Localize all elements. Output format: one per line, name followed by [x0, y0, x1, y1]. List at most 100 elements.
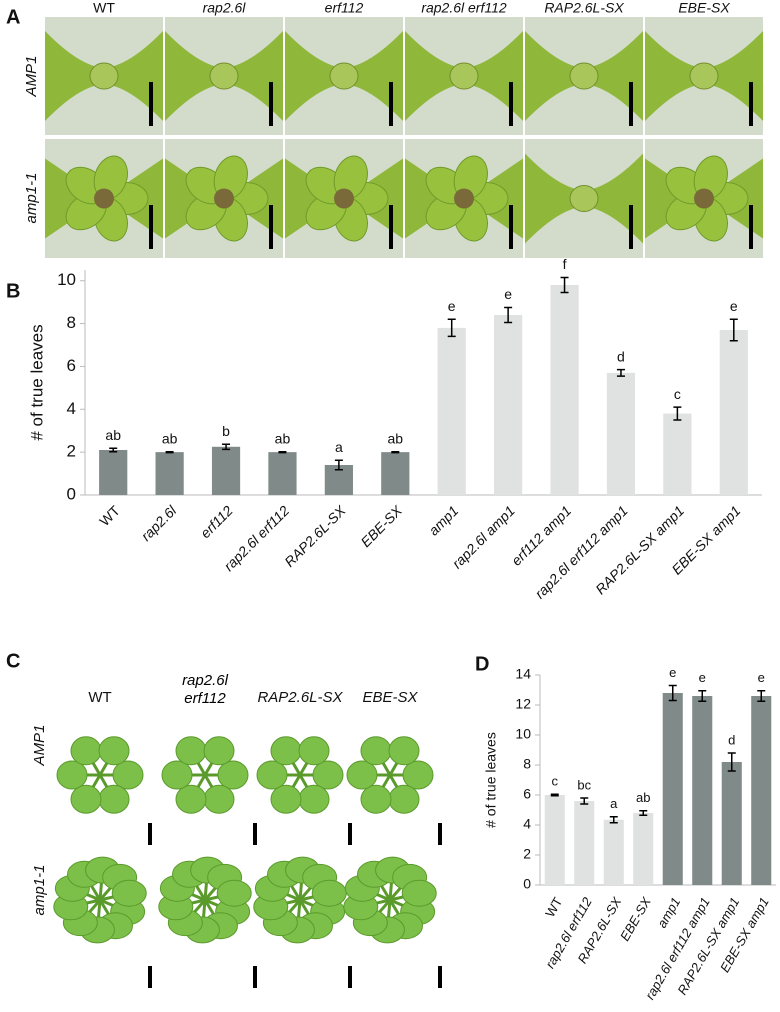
meristem	[94, 188, 114, 209]
meristem	[214, 188, 234, 209]
row-label: AMP1	[31, 725, 48, 767]
significance-letter: d	[617, 348, 625, 364]
error-bar	[334, 459, 343, 471]
x-tick-label: erf112	[197, 502, 236, 541]
bar	[155, 452, 184, 495]
row-label: amp1-1	[31, 865, 48, 916]
bar	[550, 285, 579, 495]
bar	[603, 819, 624, 885]
significance-letter: f	[563, 256, 567, 272]
bar	[437, 327, 466, 495]
bar	[268, 452, 297, 495]
leaf	[312, 760, 344, 790]
y-tick-label: 6	[67, 356, 76, 375]
scale-bar	[389, 82, 393, 126]
error-bar	[639, 810, 648, 816]
leaf	[98, 736, 130, 766]
leaf	[216, 879, 252, 907]
y-tick-label: 12	[515, 696, 531, 712]
leaf	[270, 784, 302, 814]
x-tick-label: EBE-SX	[357, 502, 405, 550]
y-axis-label: # of true leaves	[483, 732, 499, 828]
scale-bar	[438, 823, 442, 845]
scale-bar	[269, 205, 273, 249]
scale-bar	[149, 205, 153, 249]
error-bar	[616, 368, 625, 377]
y-tick-label: 10	[515, 726, 531, 742]
column-header: WT	[88, 689, 111, 706]
scale-bar	[509, 205, 513, 249]
leaf	[402, 760, 434, 790]
bar	[211, 446, 241, 495]
leaf	[56, 760, 88, 790]
y-tick-label: 2	[67, 442, 76, 461]
column-header: WT	[93, 0, 115, 16]
significance-letter: ab	[162, 430, 178, 446]
y-tick-label: 0	[523, 876, 531, 892]
bar	[544, 795, 565, 885]
bar	[719, 330, 748, 495]
significance-letter: ab	[636, 790, 650, 805]
bar	[494, 315, 523, 495]
bar	[662, 693, 683, 885]
x-tick-label: amp1	[654, 895, 683, 931]
significance-letter: c	[674, 386, 681, 402]
x-tick-label: EBE-SX	[617, 894, 654, 944]
significance-letter: bc	[577, 777, 591, 792]
meristem	[89, 62, 119, 90]
leaf	[203, 784, 235, 814]
error-bar	[757, 690, 766, 702]
leaf	[298, 736, 330, 766]
y-axis-label: # of true leaves	[27, 324, 46, 440]
bar	[663, 413, 692, 495]
significance-letter: c	[552, 774, 559, 789]
leaf	[111, 879, 147, 907]
scale-bar	[629, 82, 633, 126]
bar	[99, 450, 128, 495]
error-bar	[550, 793, 559, 797]
column-header: RAP2.6L-SX	[544, 0, 624, 16]
leaf	[270, 736, 302, 766]
scale-bar	[148, 966, 152, 988]
y-tick-label: 4	[67, 399, 76, 418]
x-tick-label: WT	[96, 502, 123, 529]
leaf	[203, 736, 235, 766]
error-bar	[609, 816, 618, 824]
scale-bar	[749, 82, 753, 126]
bar	[606, 372, 636, 495]
error-bar	[727, 752, 736, 772]
significance-letter: a	[610, 796, 618, 811]
panel-label: D	[475, 653, 489, 675]
significance-letter: ab	[388, 430, 404, 446]
significance-letter: ab	[105, 427, 121, 443]
significance-letter: a	[335, 439, 343, 455]
y-tick-label: 8	[67, 313, 76, 332]
x-tick-label: rap2.6l	[138, 502, 180, 544]
scale-bar	[348, 823, 352, 845]
scale-bar	[438, 966, 442, 988]
panel-label: A	[6, 6, 20, 28]
y-tick-label: 10	[57, 270, 76, 289]
scale-bar	[389, 205, 393, 249]
panel-label: B	[6, 280, 20, 302]
scale-bar	[253, 966, 257, 988]
error-bar	[504, 306, 513, 324]
leaf	[175, 784, 207, 814]
leaf	[311, 879, 347, 907]
scale-bar	[509, 82, 513, 126]
y-tick-label: 6	[523, 786, 531, 802]
leaf	[98, 784, 130, 814]
leaf	[388, 784, 420, 814]
row-label: amp1-1	[23, 173, 40, 224]
y-tick-label: 2	[523, 846, 531, 862]
error-bar	[668, 684, 677, 702]
row-label: AMP1	[23, 56, 40, 98]
error-bar	[673, 406, 682, 421]
x-tick-label: rap2.6l erf112 amp1	[532, 502, 631, 601]
scale-bar	[348, 966, 352, 988]
error-bar	[109, 447, 118, 453]
panel-label: C	[6, 650, 20, 672]
leaf	[161, 760, 193, 790]
meristem	[569, 185, 599, 212]
